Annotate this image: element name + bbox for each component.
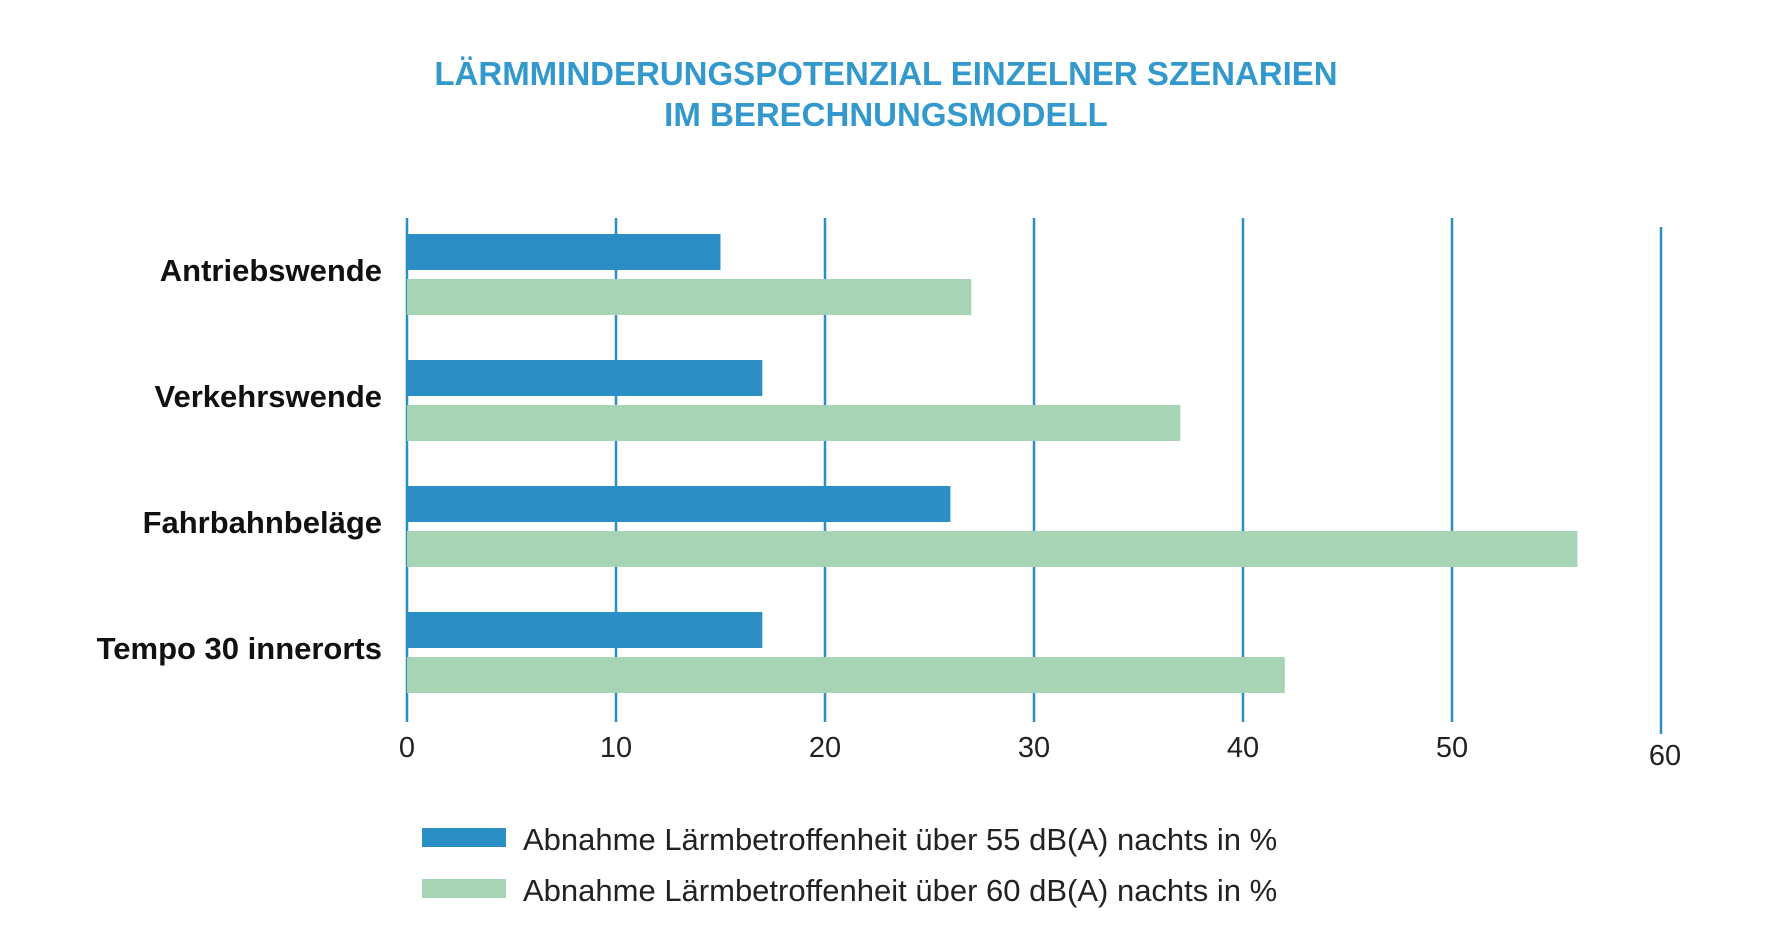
- x-tick-label: 20: [809, 732, 841, 764]
- bar-55db-2: [407, 486, 951, 522]
- chart-title-line-2: IM BERECHNUNGSMODELL: [664, 96, 1108, 133]
- chart-title: LÄRMMINDERUNGSPOTENZIAL EINZELNER SZENAR…: [434, 55, 1337, 133]
- category-label: Fahrbahnbeläge: [143, 505, 382, 540]
- legend-label: Abnahme Lärmbetroffenheit über 55 dB(A) …: [523, 822, 1277, 857]
- bar-55db-1: [407, 360, 763, 396]
- category-label: Antriebswende: [160, 253, 382, 288]
- chart-title-line-1: LÄRMMINDERUNGSPOTENZIAL EINZELNER SZENAR…: [434, 55, 1337, 92]
- x-tick-label: 30: [1018, 732, 1050, 764]
- x-tick-label: 60: [1649, 740, 1681, 772]
- bar-55db-0: [407, 234, 721, 270]
- legend-swatch: [422, 879, 506, 898]
- legend-label: Abnahme Lärmbetroffenheit über 60 dB(A) …: [523, 873, 1277, 908]
- category-label: Verkehrswende: [155, 379, 382, 414]
- bar-60db-3: [407, 657, 1285, 693]
- legend-swatch: [422, 828, 506, 847]
- x-axis-tick-labels: 0 10 20 30 40 50 60: [399, 732, 1681, 772]
- x-tick-label: 10: [600, 732, 632, 764]
- category-labels: Antriebswende Verkehrswende Fahrbahnbeläge…: [97, 253, 382, 666]
- bar-60db-0: [407, 279, 972, 315]
- x-tick-label: 0: [399, 732, 415, 764]
- bar-55db-3: [407, 612, 763, 648]
- x-tick-label: 40: [1227, 732, 1259, 764]
- bar-60db-2: [407, 531, 1578, 567]
- category-label: Tempo 30 innerorts: [97, 631, 382, 666]
- legend: Abnahme Lärmbetroffenheit über 55 dB(A) …: [422, 822, 1277, 908]
- bars: [407, 234, 1578, 693]
- x-tick-label: 50: [1436, 732, 1468, 764]
- bar-60db-1: [407, 405, 1181, 441]
